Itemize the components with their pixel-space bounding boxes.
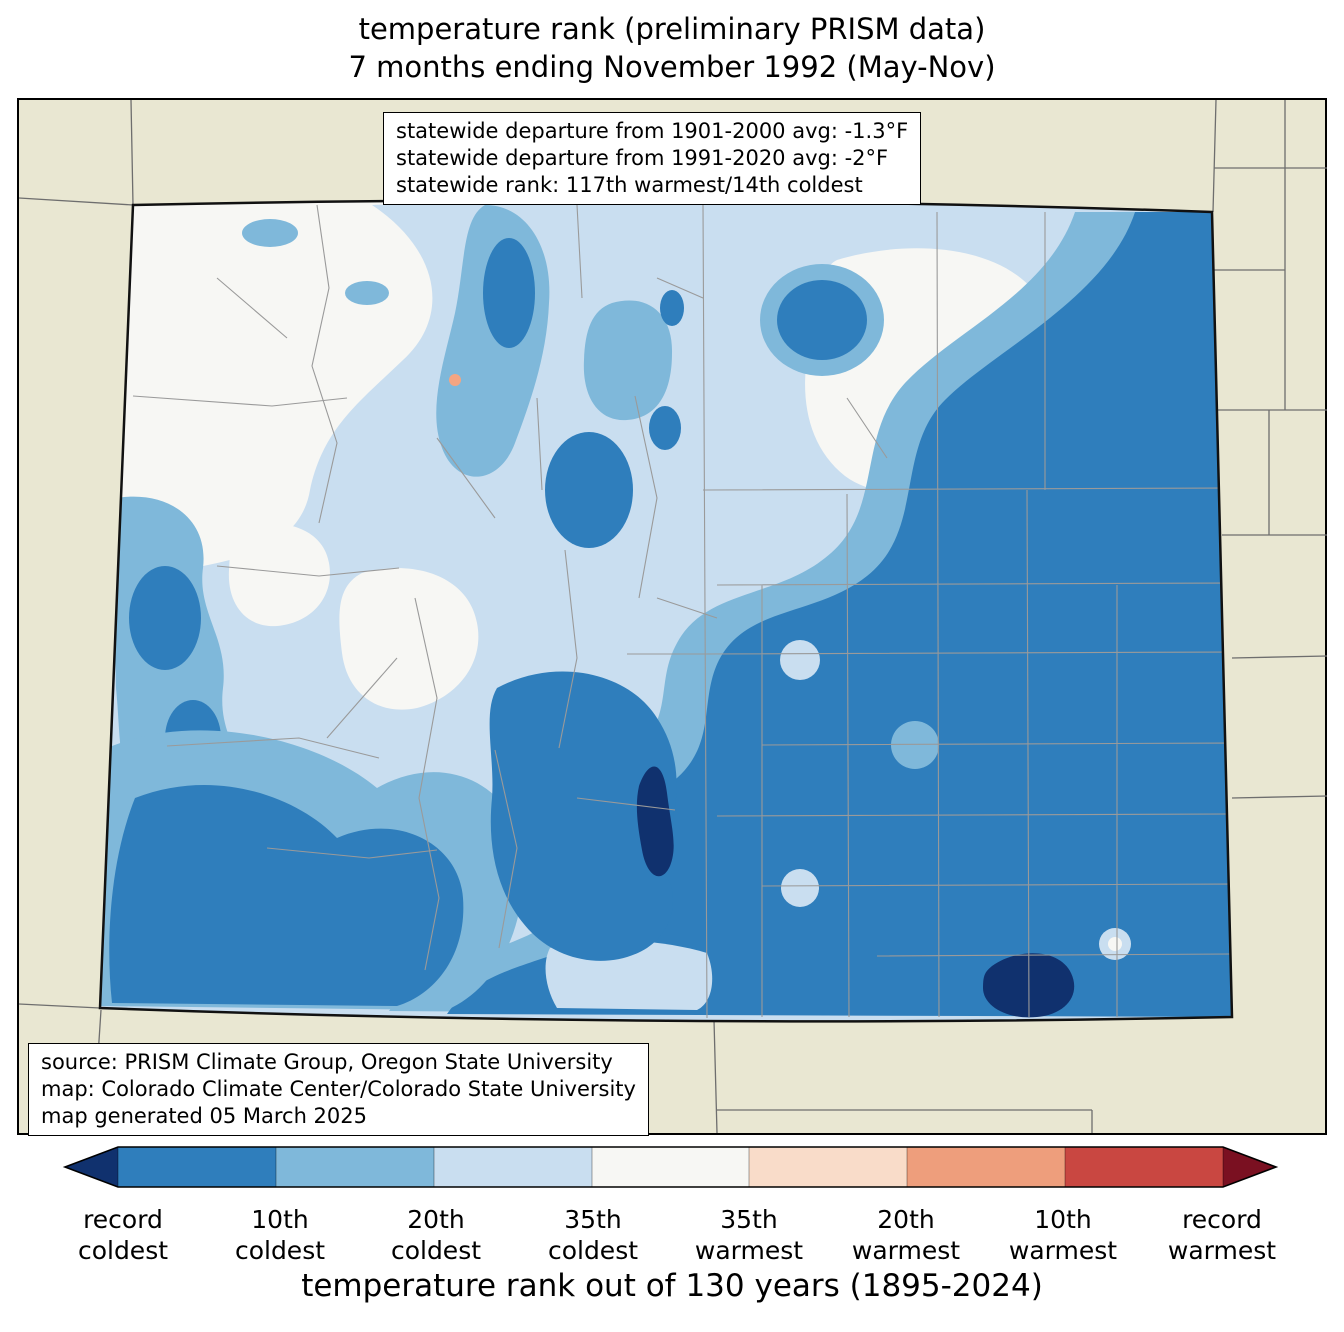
cb-label-35th-coldest: 35th coldest — [547, 1205, 639, 1265]
colorbar-seg-10th-coldest — [118, 1147, 276, 1187]
plains-light-spot-2 — [891, 721, 939, 769]
colorbar-seg-20th-coldest — [276, 1147, 434, 1187]
stats-line-2: statewide departure from 1991-2020 avg: … — [396, 146, 889, 170]
10th-coldest-north-core — [483, 238, 535, 348]
cb-label-record-warmest: record warmest — [1167, 1205, 1277, 1265]
cb-label-20th-warmest: 20th warmest — [851, 1205, 961, 1265]
colorbar-seg-35th-warmest — [749, 1147, 907, 1187]
source-attribution-box: source: PRISM Climate Group, Oregon Stat… — [28, 1043, 649, 1136]
source-line-2: map: Colorado Climate Center/Colorado St… — [41, 1077, 636, 1101]
page-title: temperature rank (preliminary PRISM data… — [0, 10, 1344, 86]
cb-label-35th-warmest: 35th warmest — [694, 1205, 804, 1265]
10th-coldest-southwest-mass — [109, 784, 464, 1006]
10th-coldest-blob-northeast — [777, 280, 867, 360]
stats-line-1: statewide departure from 1901-2000 avg: … — [396, 119, 909, 143]
colorbar-caption: temperature rank out of 130 years (1895-… — [301, 1268, 1043, 1304]
colorbar-arrow-record-warmest — [1223, 1147, 1276, 1187]
colorbar-outline — [62, 1146, 1279, 1188]
20th-coldest-nw-bit-1 — [242, 219, 298, 247]
10th-coldest-small-dot-2 — [649, 406, 681, 450]
colorbar-dividers — [117, 1147, 1224, 1187]
county-lines — [132, 204, 1232, 1019]
colorado-map — [17, 98, 1327, 1135]
stats-line-3: statewide rank: 117th warmest/14th colde… — [396, 173, 863, 197]
10th-coldest-south-central-mass — [489, 671, 677, 961]
map-area — [17, 98, 1327, 1135]
plains-light-spot-3 — [781, 869, 819, 907]
title-line-2: 7 months ending November 1992 (May-Nov) — [348, 50, 996, 84]
source-line-3: map generated 05 March 2025 — [41, 1104, 368, 1128]
statewide-stats-box: statewide departure from 1901-2000 avg: … — [383, 112, 922, 205]
cb-label-10th-coldest: 10th coldest — [234, 1205, 326, 1265]
temperature-contours — [100, 200, 1232, 1022]
cb-label-20th-coldest: 20th coldest — [390, 1205, 482, 1265]
source-line-1: source: PRISM Climate Group, Oregon Stat… — [41, 1050, 613, 1074]
20th-coldest-blob-central-north — [583, 300, 673, 421]
10th-coldest-east-mass — [447, 212, 1232, 1017]
colorbar-seg-10th-warmest — [1065, 1147, 1223, 1187]
colorbar — [62, 1146, 1279, 1188]
colorbar-seg-near-normal — [592, 1147, 749, 1187]
colorbar-seg-35th-coldest — [434, 1147, 592, 1187]
cb-label-10th-warmest: 10th warmest — [1008, 1205, 1118, 1265]
white-pocket-central-1 — [339, 568, 479, 710]
white-pocket-central-2 — [228, 523, 330, 627]
plains-light-spot-1 — [780, 640, 820, 680]
10th-coldest-mountain-blob — [545, 432, 633, 548]
10th-coldest-small-dot-1 — [660, 290, 684, 326]
warm-speck — [449, 374, 461, 386]
10th-coldest-west-spot-1 — [129, 566, 201, 670]
cb-label-record-coldest: record coldest — [77, 1205, 169, 1265]
record-coldest-sliver — [636, 766, 674, 877]
plains-light-spot-4-center — [1108, 937, 1122, 951]
colorbar-seg-20th-warmest — [907, 1147, 1065, 1187]
title-line-1: temperature rank (preliminary PRISM data… — [358, 12, 986, 46]
colorbar-arrow-record-coldest — [65, 1147, 118, 1187]
20th-coldest-nw-bit-2 — [345, 281, 389, 305]
